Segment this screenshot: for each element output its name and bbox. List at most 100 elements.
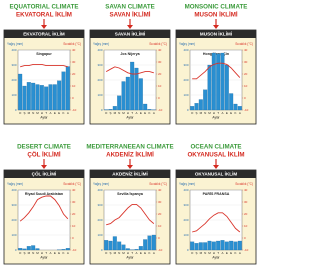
precipitation-bar [130, 61, 135, 111]
x-tick-label: K [148, 111, 150, 115]
x-tick-label: M [208, 111, 211, 115]
y2-tick-label: 30 [244, 60, 248, 64]
y-tick-label: 300 [11, 203, 16, 207]
x-tick-label: T [45, 111, 47, 115]
x-tick-label: K [148, 251, 150, 255]
x-tick-label: A [239, 251, 241, 255]
city-label: PARİS FRANSA [203, 192, 230, 196]
heading-tr: EKVATORAL İKLİM [16, 12, 72, 19]
precipitation-bar [237, 240, 242, 251]
arrow-head [213, 25, 219, 29]
y2-tick-label: 10 [158, 224, 162, 228]
y-axis-label: Yağış (mm) [93, 182, 109, 186]
x-axis-label: Aylar [40, 255, 48, 259]
precipitation-bar [125, 76, 130, 111]
x-tick-label: E [226, 111, 228, 115]
y-tick-label: 200 [11, 218, 16, 222]
precipitation-bar [52, 84, 57, 111]
city-label: Riyad Suudi Arabistan [25, 192, 63, 196]
heading-en: MONSONIC CLIMATE [185, 4, 248, 11]
x-tick-label: T [45, 251, 47, 255]
y-tick-label: 0 [15, 108, 17, 112]
panel-title: ÇÖL İKLİMİ [32, 171, 57, 177]
panel-title: EKVATORAL İKLİM [23, 31, 65, 37]
x-tick-label: E [140, 251, 142, 255]
y2-tick-label: -10 [158, 108, 163, 112]
x-tick-label: Ş [195, 251, 197, 255]
precipitation-bar [220, 52, 225, 111]
x-tick-label: Ş [195, 111, 197, 115]
panel-title: OKYANUSAL İKLİM [195, 171, 238, 177]
y-tick-label: 100 [183, 93, 188, 97]
precipitation-bar [117, 241, 122, 251]
y-tick-label: 400 [97, 48, 102, 52]
x-tick-label: O [105, 111, 108, 115]
precipitation-bar [44, 86, 49, 111]
x-tick-label: T [131, 111, 133, 115]
x-tick-label: O [191, 111, 194, 115]
y2-axis-label: Sıcaklık (°C) [63, 42, 81, 46]
precipitation-bar [134, 67, 139, 111]
x-tick-label: H [127, 251, 129, 255]
x-tick-label: E [144, 251, 146, 255]
temperature-line [20, 63, 68, 68]
y-tick-label: 200 [97, 218, 102, 222]
y2-tick-label: 40 [72, 188, 76, 192]
precipitation-bar [211, 52, 216, 111]
heading-tr: MUSON İKLİMİ [194, 12, 238, 19]
temperature-line [105, 66, 154, 75]
precipitation-bar [147, 109, 152, 111]
y2-tick-label: -10 [244, 108, 249, 112]
x-tick-label: M [36, 111, 39, 115]
x-tick-label: A [135, 251, 137, 255]
precipitation-bar [194, 103, 199, 111]
x-tick-label: N [204, 251, 206, 255]
x-tick-label: E [230, 251, 232, 255]
y2-tick-label: 30 [158, 60, 162, 64]
x-tick-label: M [122, 111, 125, 115]
precipitation-bar [233, 241, 238, 251]
precipitation-bar [108, 240, 113, 251]
precipitation-bar [117, 95, 122, 111]
heading-tr: OKYANUSAL İKLİM [187, 152, 244, 159]
x-tick-label: O [19, 251, 22, 255]
precipitation-bar [198, 242, 203, 251]
precipitation-bar [211, 241, 216, 251]
y-tick-label: 300 [97, 63, 102, 67]
y-tick-label: 100 [183, 233, 188, 237]
y2-tick-label: 0 [72, 96, 74, 100]
precipitation-bar [151, 234, 156, 251]
temperature-line [19, 195, 69, 222]
precipitation-bar [207, 64, 212, 111]
x-tick-label: H [41, 251, 43, 255]
x-tick-label: M [122, 251, 125, 255]
y2-tick-label: -10 [244, 248, 249, 252]
x-tick-label: N [204, 111, 206, 115]
y2-tick-label: 0 [244, 236, 246, 240]
precipitation-bar [143, 103, 148, 111]
panel-header [4, 170, 84, 178]
x-tick-label: M [28, 111, 31, 115]
precipitation-bar [237, 106, 242, 111]
x-tick-label: E [144, 111, 146, 115]
x-tick-label: K [62, 251, 64, 255]
y2-axis-label: Sıcaklık (°C) [149, 182, 167, 186]
precipitation-bar [35, 84, 40, 111]
precipitation-bar [207, 240, 212, 251]
y2-tick-label: 20 [158, 212, 162, 216]
x-tick-label: A [239, 111, 241, 115]
y2-tick-label: 0 [72, 236, 74, 240]
precipitation-bar [65, 66, 70, 111]
panel-title: AKDENİZ İKLİMİ [112, 171, 147, 177]
precipitation-bar [229, 93, 234, 111]
x-tick-label: O [19, 111, 22, 115]
x-tick-label: T [217, 111, 219, 115]
y2-tick-label: 40 [158, 188, 162, 192]
heading-tr: SAVAN İKLİMİ [109, 12, 150, 19]
y2-tick-label: -10 [72, 248, 77, 252]
y-tick-label: 400 [183, 188, 188, 192]
y-axis-label: Yağış (mm) [179, 182, 195, 186]
city-label: Hong Kong Çin [203, 52, 229, 56]
x-tick-label: N [118, 111, 120, 115]
